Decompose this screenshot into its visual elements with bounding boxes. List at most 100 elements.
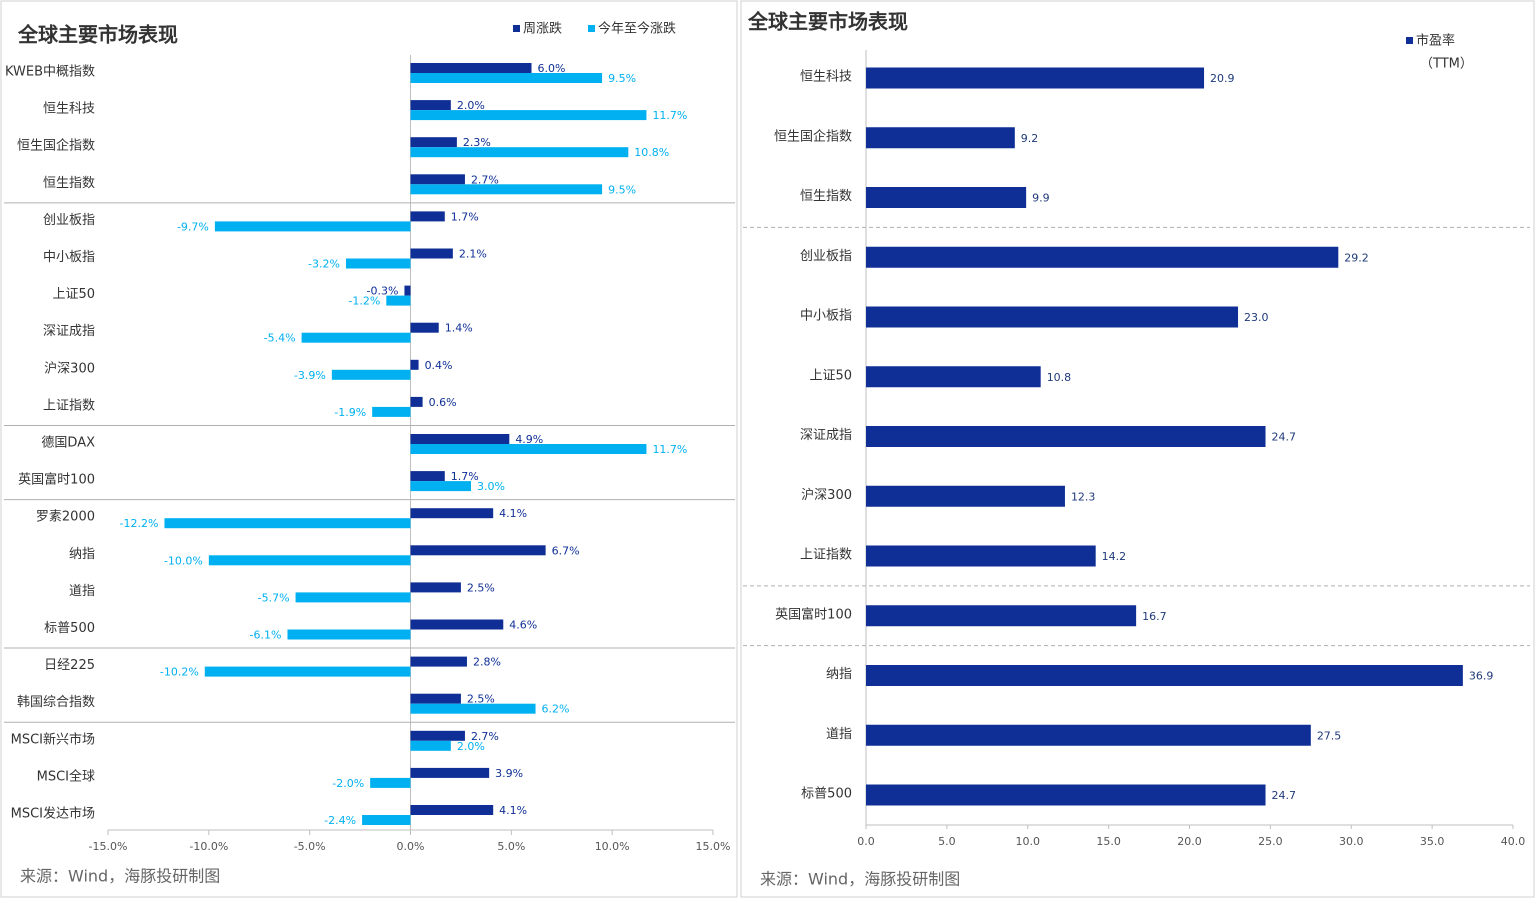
bar	[410, 147, 629, 158]
value-label: -3.9%	[294, 369, 326, 382]
bar	[410, 63, 532, 73]
value-label: 1.7%	[451, 210, 479, 223]
x-tick-label: 10.0	[1016, 835, 1041, 848]
bar	[410, 434, 510, 444]
value-label: -2.4%	[324, 814, 356, 827]
value-label: -2.0%	[332, 777, 364, 790]
bar	[410, 174, 465, 185]
category-label: 恒生指数	[800, 189, 852, 204]
value-label: 29.2	[1344, 251, 1369, 264]
legend-label: 周涨跌	[523, 21, 562, 37]
category-label: 纳指	[826, 667, 852, 682]
category-label: 标普500	[44, 621, 95, 636]
x-tick-label: 0.0%	[397, 840, 425, 853]
legend-swatch	[588, 25, 596, 32]
bar	[410, 582, 461, 593]
value-label: 0.6%	[429, 396, 457, 409]
category-label: 英国富时100	[775, 606, 852, 622]
category-label: 恒生科技	[43, 102, 95, 117]
bar	[410, 656, 467, 667]
value-label: 4.9%	[515, 433, 543, 446]
value-label: 3.0%	[477, 480, 505, 493]
category-label: 中小板指	[800, 309, 852, 324]
value-label: 9.5%	[608, 72, 636, 85]
value-label: -10.2%	[160, 666, 199, 679]
x-tick-label: 40.0	[1501, 835, 1526, 848]
value-label: -10.0%	[164, 554, 203, 567]
value-label: 2.3%	[463, 136, 491, 149]
category-label: 创业板指	[800, 249, 852, 264]
category-label: 罗素2000	[36, 510, 95, 525]
value-label: 6.2%	[542, 703, 570, 716]
category-label: 创业板指	[43, 213, 95, 228]
x-tick-label: 10.0%	[595, 840, 630, 853]
right-panel	[740, 0, 1535, 898]
category-label: MSCI发达市场	[11, 806, 95, 822]
category-label: 日经225	[44, 658, 95, 673]
bar	[410, 444, 647, 454]
bar	[410, 184, 603, 195]
bar	[295, 592, 411, 603]
category-label: KWEB中概指数	[5, 65, 95, 80]
bar	[866, 665, 1463, 686]
value-label: 2.0%	[457, 99, 485, 112]
value-label: 1.7%	[451, 470, 479, 483]
x-tick-label: 0.0	[857, 835, 875, 848]
bar	[345, 258, 411, 269]
x-tick-label: 15.0%	[696, 840, 731, 853]
value-label: 16.7	[1142, 610, 1167, 623]
category-label: 中小板指	[43, 250, 95, 265]
bar	[866, 366, 1041, 388]
bar	[866, 605, 1137, 627]
category-label: 上证指数	[43, 398, 95, 413]
bar	[866, 246, 1339, 268]
legend-swatch	[1406, 37, 1413, 44]
bar	[370, 777, 411, 788]
bar	[164, 518, 411, 529]
value-label: -5.7%	[258, 591, 290, 604]
x-tick-label: 20.0	[1177, 835, 1202, 848]
bar	[866, 724, 1311, 746]
value-label: 36.9	[1469, 670, 1494, 683]
bar	[410, 322, 439, 333]
value-label: 24.7	[1272, 789, 1297, 802]
legend-note: （TTM）	[1420, 57, 1473, 72]
category-label: 英国富时100	[18, 472, 95, 488]
bar	[866, 187, 1027, 208]
x-tick-label: 35.0	[1420, 835, 1445, 848]
bar	[410, 703, 536, 714]
value-label: 2.1%	[459, 248, 487, 261]
bar	[410, 481, 471, 492]
value-label: -6.1%	[250, 629, 282, 642]
category-label: 上证50	[52, 287, 95, 302]
category-label: 沪深300	[44, 360, 95, 376]
value-label: -12.2%	[120, 517, 159, 530]
bar	[410, 730, 465, 741]
value-label: 4.6%	[509, 619, 537, 632]
value-label: -1.9%	[334, 406, 366, 419]
bar	[866, 784, 1266, 806]
value-label: 20.9	[1210, 72, 1235, 85]
value-label: 27.5	[1317, 729, 1342, 742]
bar	[214, 221, 411, 232]
bar	[301, 332, 411, 343]
value-label: 14.2	[1102, 550, 1127, 563]
bar	[866, 545, 1096, 567]
value-label: 10.8%	[634, 146, 669, 159]
x-tick-label: 25.0	[1258, 835, 1283, 848]
bar	[410, 508, 494, 519]
value-label: 2.8%	[473, 656, 501, 669]
category-label: 上证指数	[800, 548, 852, 563]
category-label: 德国DAX	[41, 436, 95, 451]
bar	[410, 545, 546, 556]
x-tick-label: -5.0%	[294, 840, 326, 853]
x-tick-label: 30.0	[1339, 835, 1364, 848]
value-label: 9.2	[1021, 132, 1039, 145]
value-label: 9.9	[1032, 192, 1050, 205]
value-label: 12.3	[1071, 490, 1096, 503]
bar	[410, 767, 490, 778]
value-label: 6.7%	[552, 544, 580, 557]
source-note: 来源：Wind，海豚投研制图	[20, 867, 220, 886]
category-label: 韩国综合指数	[17, 695, 95, 710]
